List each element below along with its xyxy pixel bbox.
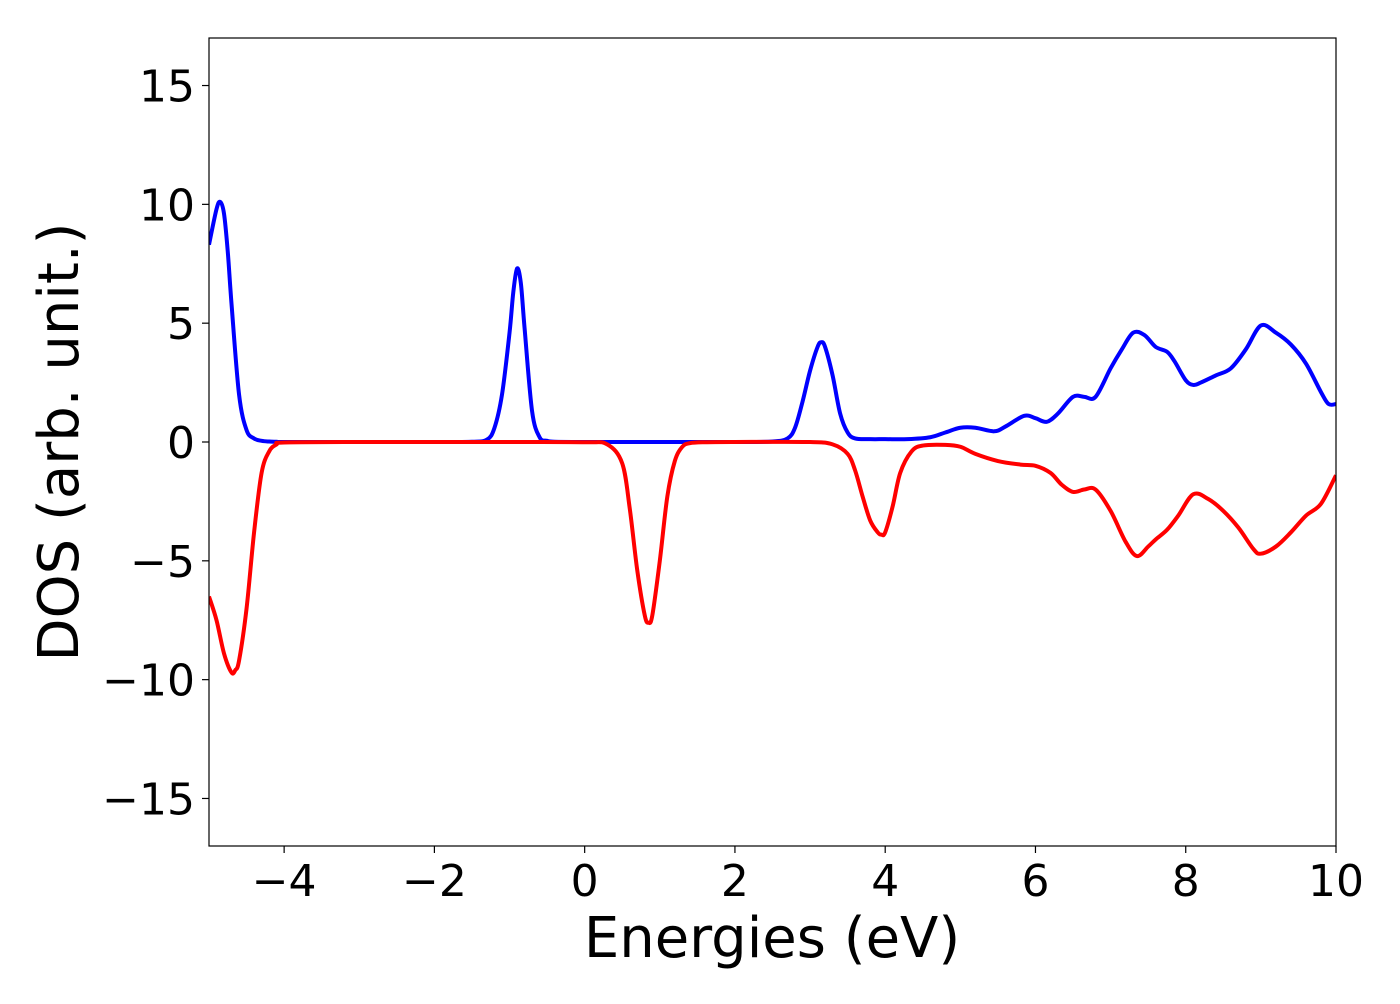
series-layer [209,199,1336,676]
y-tick-label: 15 [139,62,195,113]
y-axis-label: DOS (arb. unit.) [27,222,92,661]
x-tick-label: −4 [252,856,317,907]
x-axis-label: Energies (eV) [584,906,960,971]
y-tick-label: −10 [102,656,195,707]
y-tick-label: −5 [130,537,195,588]
y-tick-label: 5 [167,299,195,350]
y-axis: −15 −10 −5 0 5 10 15 [102,62,209,825]
x-tick-label: 6 [1021,856,1049,907]
dos-series-line-positive [209,199,1336,445]
x-tick-label: 2 [721,856,749,907]
y-tick-label: 10 [139,180,195,231]
y-tick-label: −15 [102,774,195,825]
x-tick-label: −2 [402,856,467,907]
y-tick-label: 0 [167,418,195,469]
dos-series-line-negative [209,439,1336,676]
x-tick-label: 10 [1308,856,1364,907]
x-tick-label: 4 [871,856,899,907]
x-axis: −4 −2 0 2 4 6 8 10 [252,846,1364,907]
x-tick-label: 0 [571,856,599,907]
x-tick-label: 8 [1172,856,1200,907]
